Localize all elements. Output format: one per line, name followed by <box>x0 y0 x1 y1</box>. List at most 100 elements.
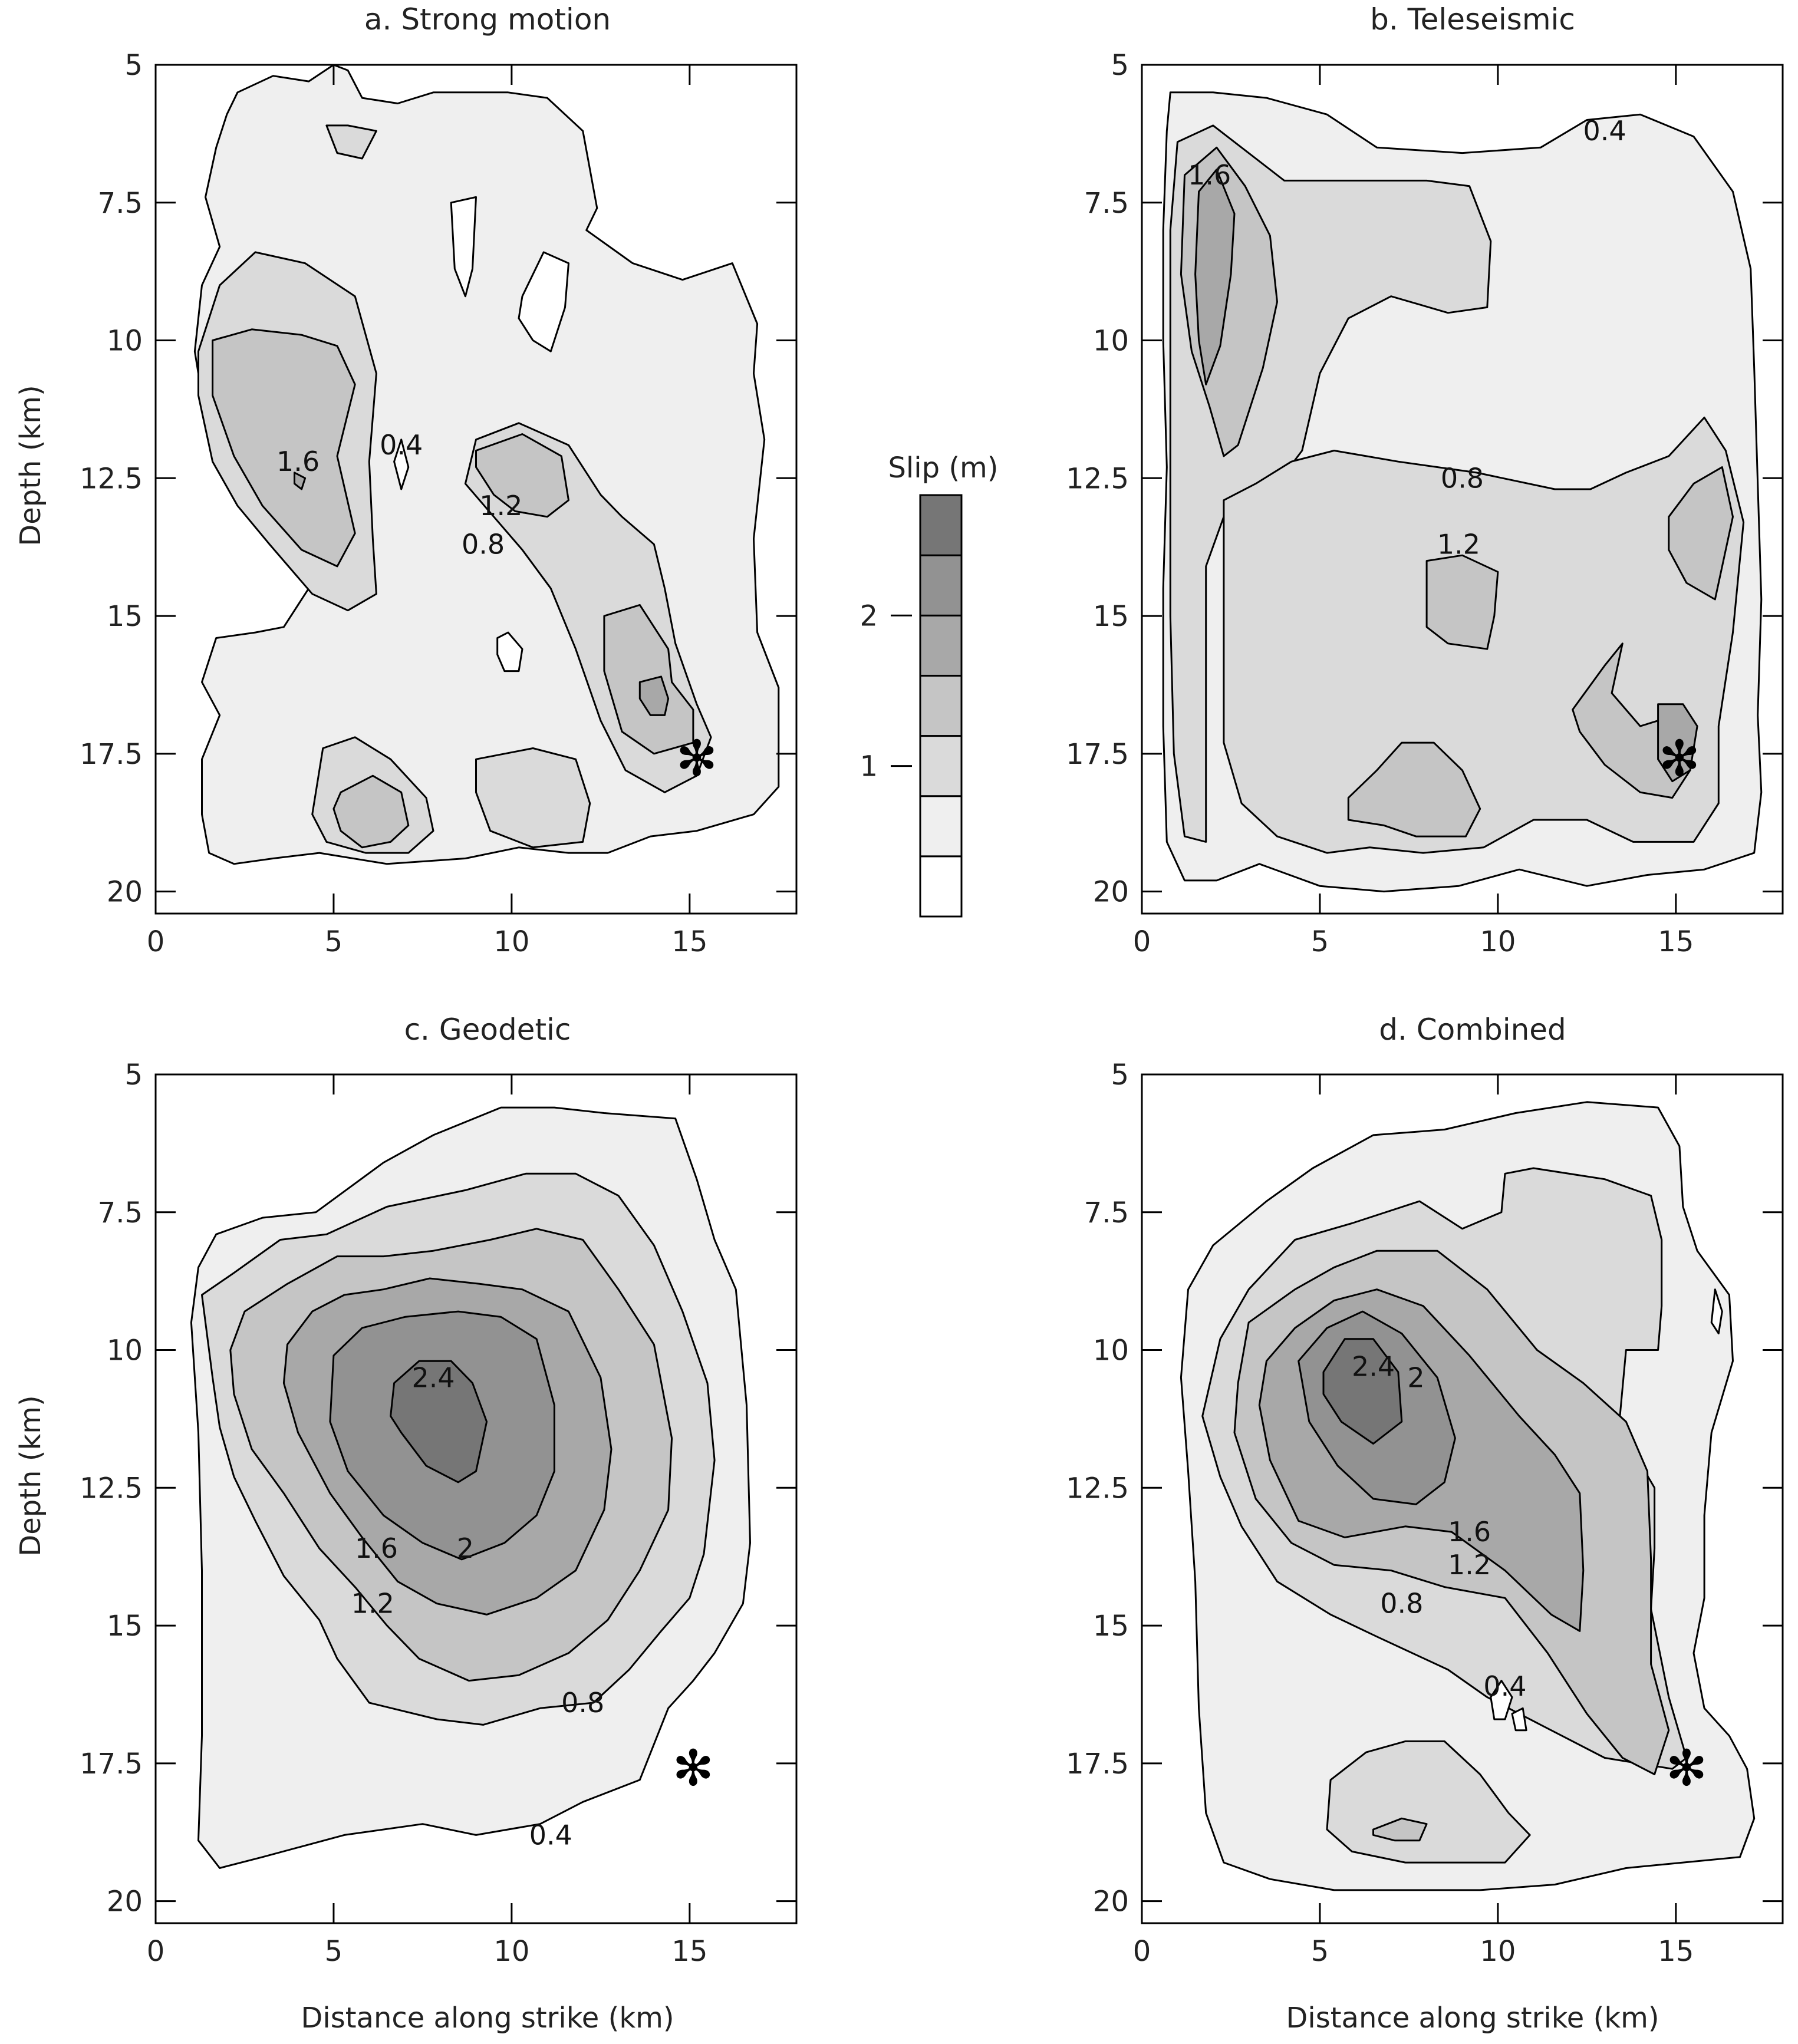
y-tick-label: 17.5 <box>1066 738 1129 771</box>
contour-1-2 <box>1372 1817 1428 1842</box>
y-tick-label: 15 <box>107 1610 143 1643</box>
panel-c: c. Geodetic 2.4 2 1.6 1.2 0.8 0.4 ✻ 0 5 10 15 5 7.5 1… <box>14 1013 798 2035</box>
panel-title: d. Combined <box>1379 1013 1566 1047</box>
contour-label: 1.2 <box>1437 529 1480 561</box>
y-tick-label: 12.5 <box>1066 1472 1129 1505</box>
contour-label: 2.4 <box>411 1361 455 1393</box>
colorbar-bin <box>919 494 963 556</box>
colorbar-bin <box>919 614 963 677</box>
contour-1-6 <box>1657 703 1698 783</box>
contour-label: 0.4 <box>1483 1670 1526 1702</box>
x-tick-label: 5 <box>1311 925 1329 958</box>
colorbar-bin <box>919 735 963 797</box>
contour-1-6 <box>1194 169 1236 385</box>
contour-1-6 <box>294 472 307 490</box>
contour-label: 2.4 <box>1352 1351 1395 1383</box>
contour-label: 1.6 <box>1448 1516 1491 1548</box>
colorbar-tick-label: 2 <box>860 599 878 632</box>
panel-b: b. Teleseismic 0.4 1.6 0.8 1.2 ✻ 0 5 10 15 5 7.5 10… <box>1066 2 1784 958</box>
contour-0 <box>1511 1707 1527 1732</box>
y-tick-label: 7.5 <box>98 1196 143 1229</box>
contour-0-8 <box>475 747 591 849</box>
contour-label: 0.8 <box>1441 462 1484 494</box>
y-tick-label: 17.5 <box>80 1748 143 1781</box>
hypocenter-marker: ✻ <box>676 730 717 787</box>
contour-1-2 <box>212 328 356 568</box>
y-tick-label: 15 <box>1093 1610 1129 1643</box>
x-tick-label: 15 <box>1658 925 1694 958</box>
x-tick-label: 10 <box>1480 1935 1516 1968</box>
y-tick-label: 20 <box>1093 876 1129 909</box>
x-tick-label: 15 <box>671 925 707 958</box>
y-tick-label: 5 <box>124 49 143 82</box>
plot-frame <box>154 1073 798 1924</box>
x-tick-label: 10 <box>1480 925 1516 958</box>
x-axis-label: Distance along strike (km) <box>1286 2002 1659 2035</box>
y-tick-label: 15 <box>107 600 143 633</box>
contour-0 <box>518 251 569 352</box>
plot-frame <box>1141 1073 1784 1924</box>
contour-1-2 <box>332 774 410 849</box>
hypocenter-marker: ✻ <box>673 1739 714 1797</box>
x-tick-label: 10 <box>493 925 529 958</box>
y-axis-label: Depth (km) <box>14 385 47 546</box>
contour-0 <box>393 439 410 490</box>
y-tick-label: 5 <box>1111 49 1129 82</box>
contour-2-4 <box>1322 1338 1403 1445</box>
panel-a: a. Strong motion 1.6 0.4 1.2 0.8 ✻ 0 5 10 15 5 7.5… <box>14 2 798 958</box>
contour-label: 0.4 <box>380 429 423 461</box>
panel-d: d. Combined 2.4 2 1.61.2 0.8 0.4 ✻ 0 5 10 15 5 7.5 1… <box>1066 1013 1784 2035</box>
hypocenter-marker: ✻ <box>1666 1739 1707 1797</box>
contour-label: 2 <box>1407 1361 1424 1393</box>
y-tick-label: 10 <box>1093 1334 1129 1367</box>
y-tick-label: 15 <box>1093 600 1129 633</box>
contour-1-2 <box>475 433 569 518</box>
contour-label: 1.2 <box>479 490 522 522</box>
contour-2-4 <box>390 1360 488 1483</box>
contour-label: 0.8 <box>561 1687 604 1719</box>
contour-0 <box>450 196 477 298</box>
colorbar-title: Slip (m) <box>888 451 998 484</box>
colorbar-bin <box>919 795 963 858</box>
colorbar: Slip (m) 12 <box>860 451 999 918</box>
contour-label: 1.6 <box>1188 159 1231 191</box>
plot-frame <box>154 64 798 915</box>
y-tick-label: 20 <box>107 876 143 909</box>
y-tick-label: 7.5 <box>1084 187 1129 220</box>
panel-a-plot: 1.6 0.4 1.2 0.8 ✻ 0 5 10 15 5 7.5 10 12.5 15 17.5 20 <box>80 49 798 958</box>
colorbar-body: 12 <box>860 494 963 918</box>
y-tick-label: 12.5 <box>80 462 143 495</box>
contour-0 <box>1710 1288 1723 1334</box>
panel-d-plot: 2.4 2 1.61.2 0.8 0.4 ✻ 0 5 10 15 5 7.5 10 12.5 15 17.5 2… <box>1066 1059 1784 1968</box>
contour-label: 0.8 <box>462 529 505 561</box>
panel-c-plot: 2.4 2 1.6 1.2 0.8 0.4 ✻ 0 5 10 15 5 7.5 10 12.5 15 17.5 2… <box>80 1059 798 1968</box>
contour-label: 1.2 <box>1448 1549 1491 1581</box>
panel-title: b. Teleseismic <box>1370 2 1575 37</box>
contour-0-8 <box>325 124 377 160</box>
y-tick-label: 20 <box>1093 1885 1129 1918</box>
y-tick-label: 17.5 <box>80 738 143 771</box>
x-tick-label: 5 <box>325 925 343 958</box>
y-axis-label: Depth (km) <box>14 1395 47 1556</box>
y-tick-label: 10 <box>107 1334 143 1367</box>
contour-1-2 <box>1347 741 1481 838</box>
x-tick-label: 0 <box>1133 1935 1151 1968</box>
y-tick-label: 12.5 <box>1066 462 1129 495</box>
panel-b-plot: 0.4 1.6 0.8 1.2 ✻ 0 5 10 15 5 7.5 10 12.5 15 17.5 20 <box>1066 49 1784 958</box>
contour-label: 1.2 <box>351 1588 394 1620</box>
colorbar-bin <box>919 554 963 617</box>
y-tick-label: 7.5 <box>1084 1196 1129 1229</box>
x-tick-label: 15 <box>671 1935 707 1968</box>
contour-label: 1.6 <box>276 446 320 477</box>
contour-label: 0.4 <box>1583 115 1626 147</box>
hypocenter-marker: ✻ <box>1659 730 1700 787</box>
y-tick-label: 7.5 <box>98 187 143 220</box>
y-tick-label: 5 <box>1111 1059 1129 1092</box>
x-tick-label: 5 <box>325 1935 343 1968</box>
y-tick-label: 20 <box>107 1885 143 1918</box>
panel-title: a. Strong motion <box>364 2 611 37</box>
x-tick-label: 0 <box>1133 925 1151 958</box>
x-tick-label: 0 <box>147 925 165 958</box>
y-tick-label: 5 <box>124 1059 143 1092</box>
